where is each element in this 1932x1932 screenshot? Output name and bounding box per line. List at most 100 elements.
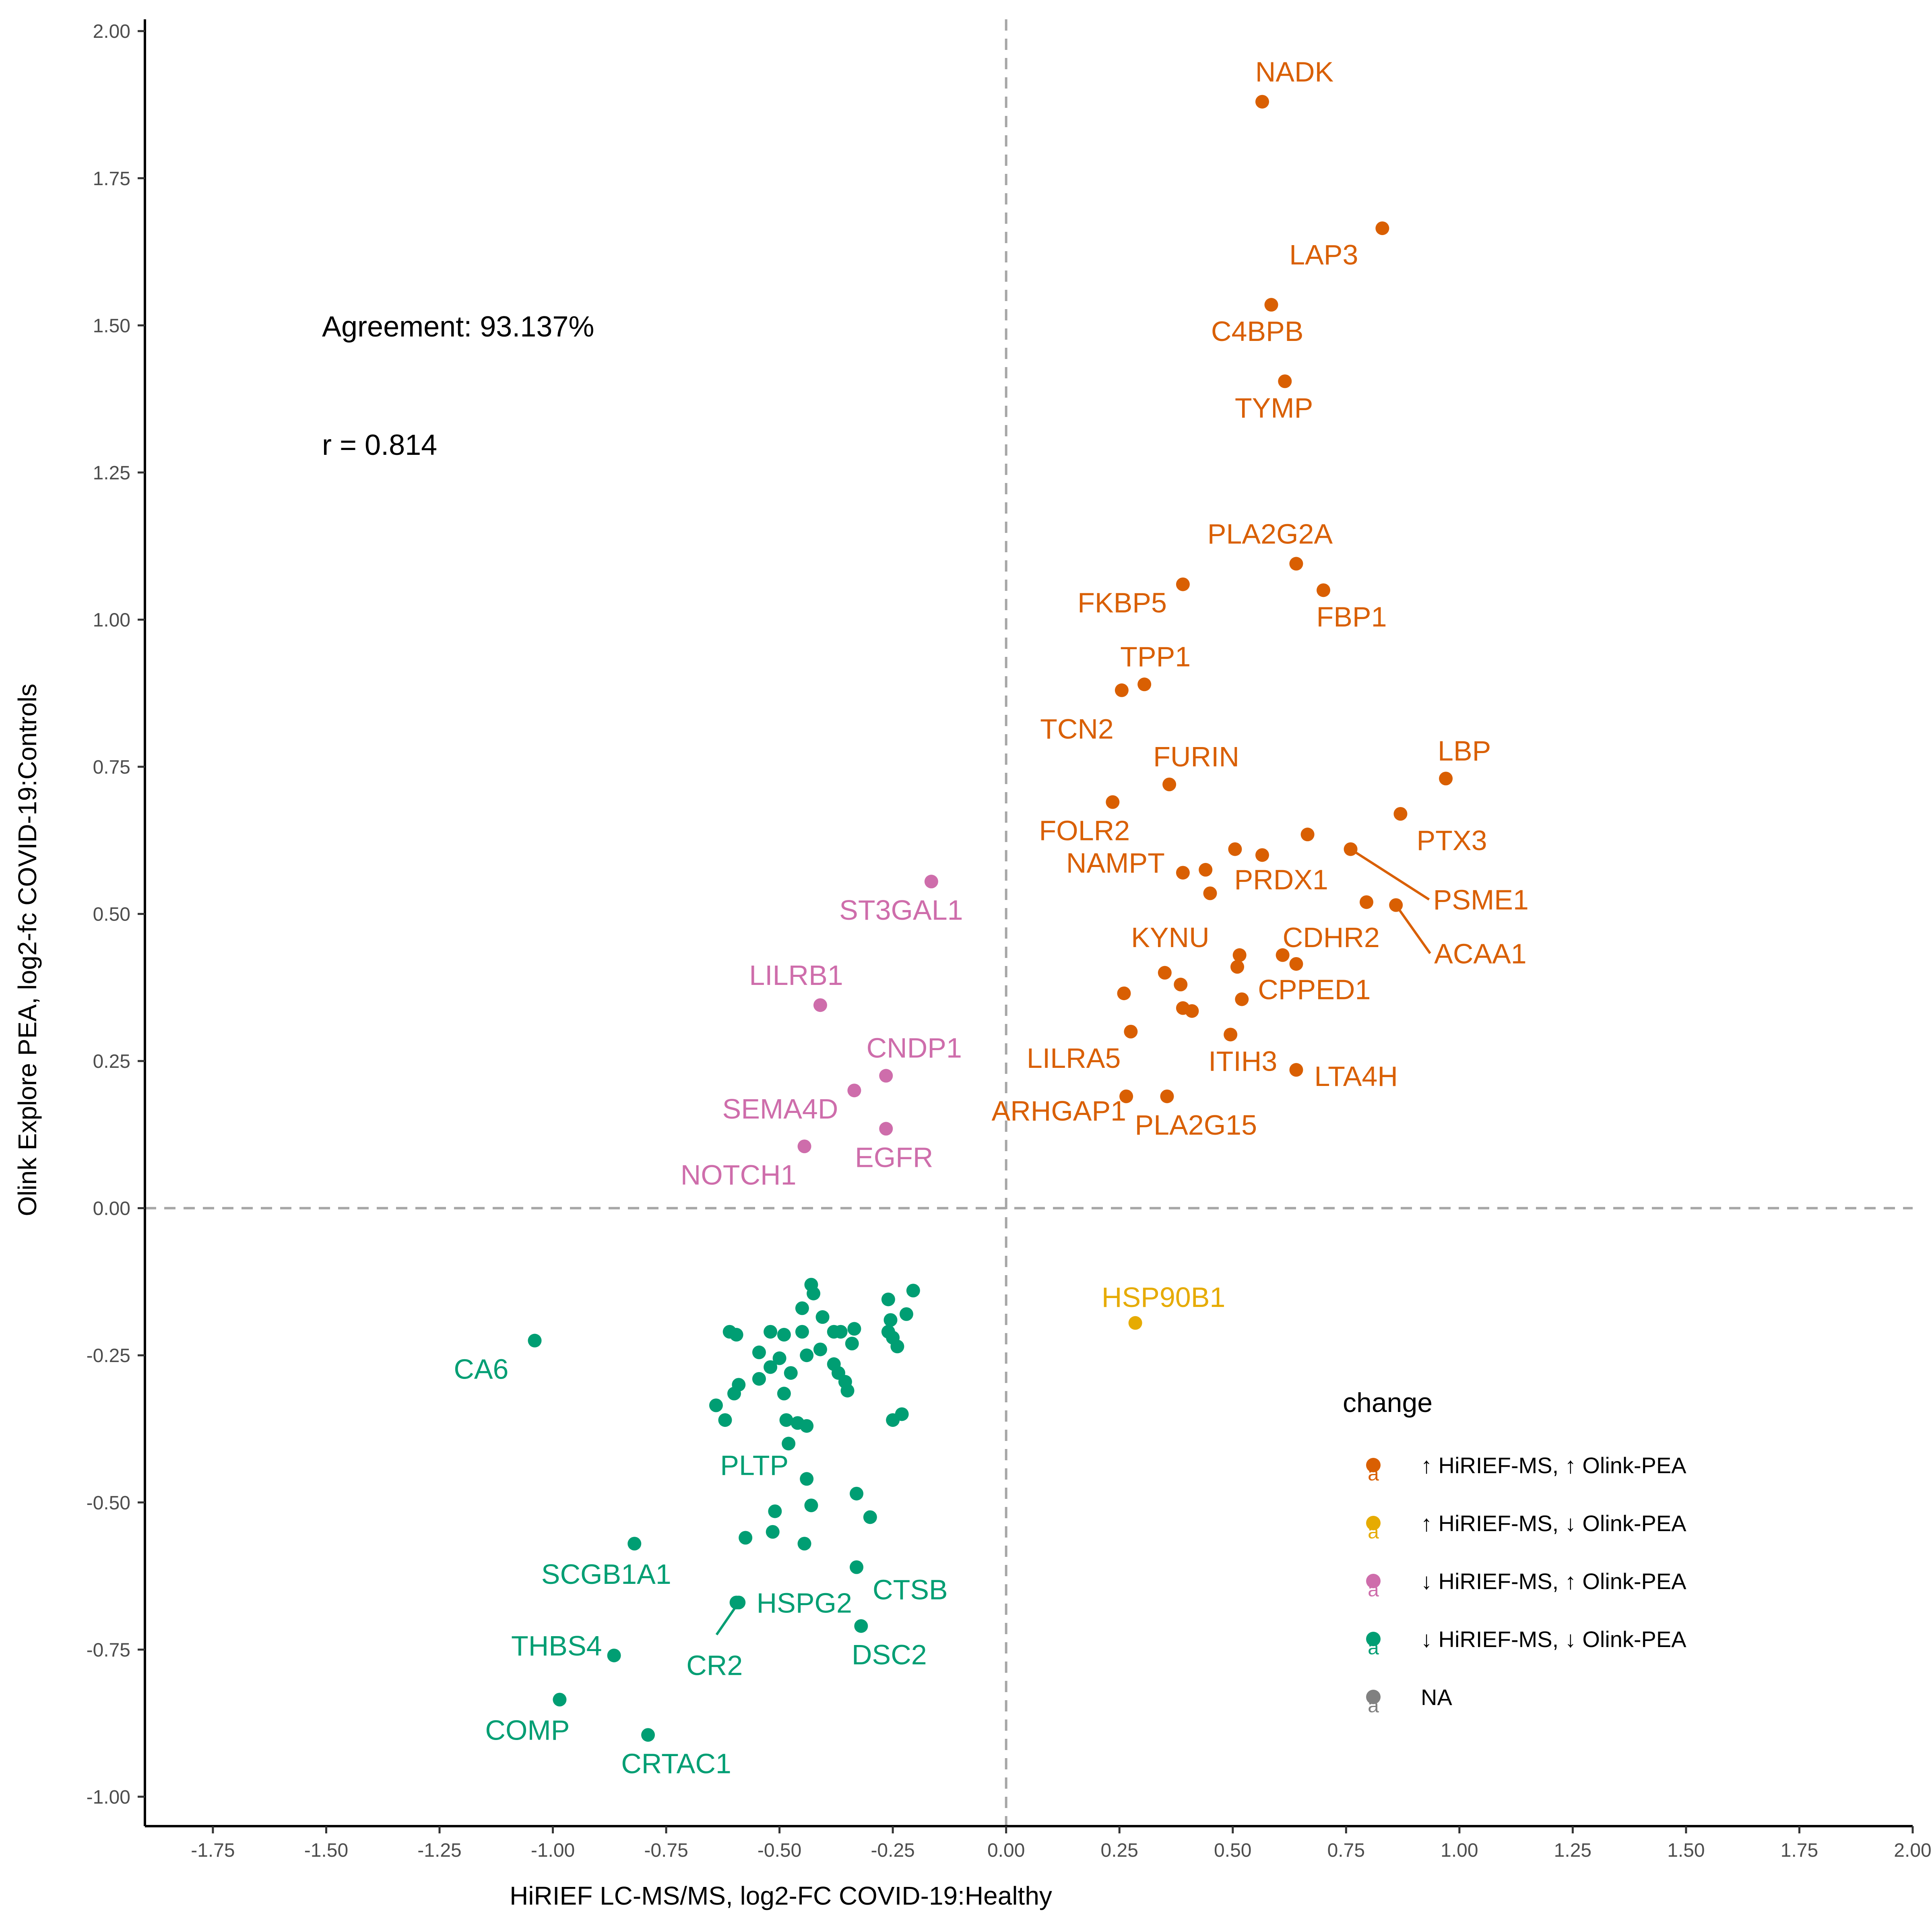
data-point [1176,866,1190,880]
data-point [800,1419,814,1433]
point-label: PLA2G15 [1135,1109,1257,1141]
x-tick-label: 2.00 [1894,1840,1931,1861]
data-point [847,1322,861,1336]
x-tick-label: -0.50 [758,1840,801,1861]
point-label: TCN2 [1040,713,1114,745]
point-label: EGFR [855,1141,933,1173]
y-tick-label: 0.00 [93,1198,130,1220]
data-point [883,1313,898,1327]
point-label: CA6 [454,1354,508,1385]
data-point [782,1437,796,1451]
legend-key-glyph: a [1368,1694,1379,1717]
point-label: TYMP [1235,392,1313,423]
data-points [528,95,1453,1742]
x-tick-label: -1.50 [304,1840,348,1861]
data-point [709,1398,723,1412]
point-label: FURIN [1153,741,1239,772]
data-point [1117,986,1131,1000]
data-point [795,1325,809,1339]
data-point [879,1122,893,1136]
y-tick-label: -0.25 [87,1345,130,1366]
data-point [924,875,938,889]
point-label: ITIH3 [1208,1045,1277,1077]
label-connector [1350,848,1430,901]
point-label: NAMPT [1066,847,1165,879]
data-point [777,1387,791,1401]
data-point [854,1619,868,1633]
data-point [1300,828,1315,842]
label-connector [1395,904,1431,954]
point-label: LAP3 [1289,239,1358,270]
y-tick-label: 2.00 [93,21,130,42]
point-label: SEMA4D [722,1093,838,1125]
point-label: THBS4 [511,1630,602,1662]
data-point [553,1693,567,1707]
data-point [784,1366,798,1380]
legend-key-point [1366,1516,1381,1530]
point-label: CTSB [873,1574,948,1606]
data-point [879,1069,893,1083]
data-point [1359,895,1373,909]
data-point [1119,1089,1133,1103]
data-point [1393,807,1408,821]
x-tick-label: -1.25 [417,1840,461,1861]
point-label: CDHR2 [1283,922,1380,953]
point-label: ST3GAL1 [839,894,963,926]
data-point [752,1372,766,1386]
y-axis-title: Olink Explore PEA, log2-fc COVID-19:Cont… [13,683,42,1216]
point-label: PTX3 [1416,825,1487,856]
x-axis-ticks: -1.75 -1.50 -1.25 -1.00 -0.75 -0.50 -0.25 0.00 0… [191,1826,1932,1861]
legend-entry-label: ↓ HiRIEF-MS, ↑ Olink-PEA [1421,1569,1686,1594]
data-point [886,1413,900,1427]
agreement-annotation: Agreement: 93.137% [322,311,594,343]
data-point [850,1486,864,1501]
point-label: ACAA1 [1434,938,1527,970]
data-point [718,1413,732,1427]
legend-entry-label: NA [1421,1684,1452,1710]
data-point [1276,948,1290,962]
data-point [1235,992,1249,1006]
data-point [800,1472,814,1486]
data-point [800,1348,814,1362]
x-tick-label: 0.50 [1214,1840,1251,1861]
point-label: NADK [1255,56,1333,88]
data-point [764,1325,778,1339]
data-point [1389,898,1403,912]
data-point [766,1525,780,1539]
data-point [807,1286,821,1300]
data-point [840,1383,855,1397]
point-label: CRTAC1 [621,1748,731,1779]
data-point [727,1387,741,1401]
legend-title: change [1343,1387,1432,1418]
data-point [1232,948,1247,962]
data-point [752,1345,766,1359]
data-point [1199,863,1213,877]
data-point [1158,966,1172,980]
data-point [863,1510,877,1524]
x-tick-label: 1.75 [1781,1840,1818,1861]
data-point [732,1596,746,1610]
legend-entry-label: ↑ HiRIEF-MS, ↑ Olink-PEA [1421,1453,1686,1478]
legend-key-point [1366,1632,1381,1646]
x-tick-label: -0.25 [871,1840,914,1861]
data-point [739,1531,753,1545]
data-point [850,1560,864,1574]
point-label: FOLR2 [1039,815,1130,846]
x-tick-label: 0.00 [987,1840,1025,1861]
x-tick-label: -0.75 [644,1840,688,1861]
legend-key-glyph: a [1368,1636,1379,1659]
data-point [1230,960,1245,974]
data-point [1224,1028,1238,1042]
x-tick-label: 1.25 [1554,1840,1591,1861]
y-tick-label: -0.50 [87,1492,130,1514]
data-point [1203,886,1217,900]
y-tick-label: 1.25 [93,462,130,484]
y-tick-label: -1.00 [87,1787,130,1808]
data-point [804,1499,818,1513]
data-point [906,1284,920,1298]
y-tick-label: 1.75 [93,168,130,190]
data-point [768,1504,782,1518]
data-point [607,1648,621,1662]
